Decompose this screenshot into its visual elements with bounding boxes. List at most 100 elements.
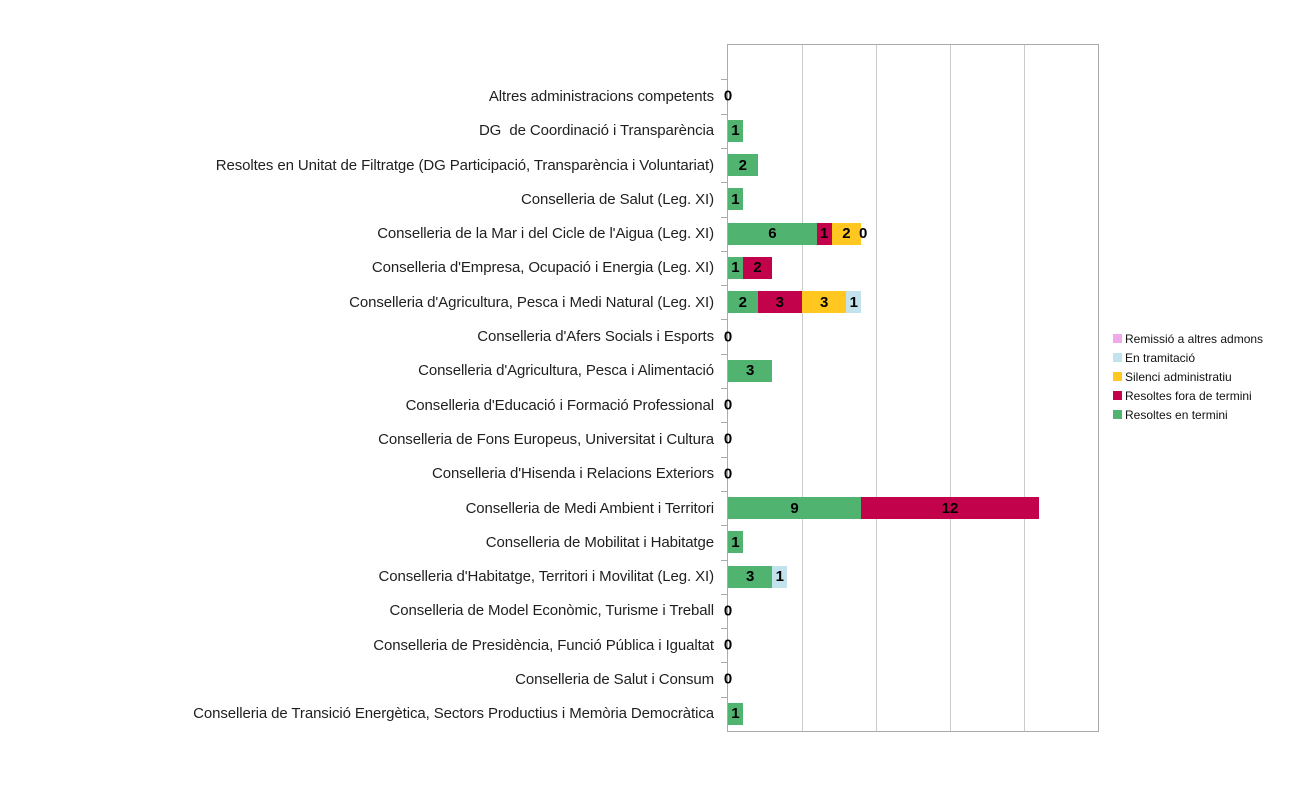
axis-tick: [721, 559, 727, 561]
axis-tick: [721, 696, 727, 698]
category-row: Conselleria d'Habitatge, Territori i Mov…: [0, 559, 721, 593]
zero-value-label: 0: [723, 670, 733, 688]
legend-swatch-icon: [1113, 353, 1122, 362]
axis-tick: [721, 353, 727, 355]
category-row: Conselleria de Salut i Consum: [0, 662, 721, 696]
bar-row: 0: [724, 662, 1098, 696]
bar-row: 0: [724, 79, 1098, 113]
gridline: [949, 45, 951, 731]
bar-segment-resoltes-en-termini: 1: [728, 531, 743, 554]
zero-value-label: 0: [723, 636, 733, 654]
legend-swatch-icon: [1113, 334, 1122, 343]
axis-tick: [721, 525, 727, 527]
bar-row: 2: [728, 148, 1098, 182]
category-row: Conselleria de Model Econòmic, Turisme i…: [0, 594, 721, 628]
axis-tick: [721, 285, 727, 287]
bar-segment-resoltes-en-termini: 3: [728, 359, 773, 382]
bar-row: 0: [724, 422, 1098, 456]
axis-tick: [721, 662, 727, 664]
category-label: Conselleria de Presidència, Funció Públi…: [373, 636, 714, 654]
value-label: 3: [746, 568, 755, 586]
bar-segment-resoltes-fora-de-termini: 3: [757, 291, 802, 314]
value-label: 1: [731, 190, 740, 208]
category-row: Conselleria d'Agricultura, Pesca i Alime…: [0, 354, 721, 388]
gridline: [875, 45, 877, 731]
bar-spacer: [728, 45, 1098, 79]
bar-row: 0: [724, 457, 1098, 491]
axis-tick: [721, 490, 727, 492]
bar-segment-resoltes-fora-de-termini: 2: [742, 256, 773, 279]
category-label: Altres administracions competents: [488, 87, 714, 105]
category-label: Conselleria d'Empresa, Ocupació i Energi…: [371, 259, 714, 277]
bar-segment-resoltes-en-termini: 2: [728, 291, 758, 314]
category-spacer: [0, 45, 721, 79]
bar-segment-resoltes-en-termini: 9: [728, 497, 862, 519]
axis-tick: [721, 593, 727, 595]
bar-segment-resoltes-en-termini: 1: [728, 256, 743, 279]
value-label: 1: [820, 225, 829, 243]
zero-value-label: 0: [859, 225, 868, 243]
category-label: Conselleria de Mobilitat i Habitatge: [485, 533, 714, 551]
category-label: Conselleria d'Agricultura, Pesca i Medi …: [349, 293, 714, 311]
zero-value-label: 0: [723, 396, 733, 414]
category-row: Conselleria d'Educació i Formació Profes…: [0, 388, 721, 422]
value-label: 1: [775, 568, 784, 586]
axis-tick: [721, 628, 727, 630]
bar-row: 1: [728, 182, 1098, 216]
value-label: 2: [738, 293, 747, 311]
category-label: Conselleria de Salut (Leg. XI): [521, 190, 714, 208]
bar-segment-resoltes-en-termini: 6: [728, 222, 817, 245]
value-label: 1: [731, 705, 740, 723]
legend-swatch-icon: [1113, 391, 1122, 400]
plot-area: 0 1 2 1 6 1 2 0 1 2 2 3 3 1 0 3 0 0 0 9 12 1 3 1 0 0 0 1: [721, 44, 1099, 732]
legend: Remissió a altres admons En tramitació Sil…: [1113, 329, 1263, 424]
axis-tick: [721, 456, 727, 458]
gridline: [801, 45, 803, 731]
legend-item: Resoltes en termini: [1113, 405, 1263, 424]
axis-tick: [721, 250, 727, 252]
bar-segment-resoltes-en-termini: 1: [728, 188, 743, 211]
legend-label: Remissió a altres admons: [1125, 331, 1264, 346]
bar-segment-resoltes-fora-de-termini: 1: [816, 222, 832, 245]
bar-segment-resoltes-en-termini: 1: [728, 119, 743, 142]
category-row: Conselleria de la Mar i del Cicle de l'A…: [0, 216, 721, 250]
axis-tick: [721, 319, 727, 321]
bar-segment-resoltes-en-termini: 3: [728, 565, 773, 588]
value-label: 2: [738, 156, 747, 174]
value-label: 2: [842, 225, 851, 243]
category-label: Conselleria de Salut i Consum: [515, 670, 714, 688]
value-label: 1: [731, 259, 740, 277]
category-label: Conselleria de Transició Energètica, Sec…: [193, 705, 714, 723]
category-row: Conselleria de Fons Europeus, Universita…: [0, 422, 721, 456]
zero-value-label: 0: [723, 465, 733, 483]
value-label: 1: [849, 293, 858, 311]
category-row: Conselleria d'Agricultura, Pesca i Medi …: [0, 285, 721, 319]
category-label: Conselleria de Model Econòmic, Turisme i…: [389, 602, 714, 620]
bar-segment-resoltes-en-termini: 2: [728, 154, 758, 177]
bar-row: 1: [728, 525, 1098, 559]
legend-item: En tramitació: [1113, 348, 1263, 367]
axis-tick: [721, 147, 727, 149]
bar-row: 9 12: [728, 491, 1098, 525]
category-row: Resoltes en Unitat de Filtratge (DG Part…: [0, 148, 721, 182]
bar-row: 2 3 3 1: [728, 285, 1098, 319]
zero-value-label: 0: [723, 430, 733, 448]
legend-label: En tramitació: [1125, 350, 1196, 365]
category-label: Conselleria d'Educació i Formació Profes…: [405, 396, 715, 414]
category-row: Conselleria de Presidència, Funció Públi…: [0, 628, 721, 662]
axis-tick: [721, 79, 727, 81]
axis-tick: [721, 113, 727, 115]
category-row: Conselleria d'Hisenda i Relacions Exteri…: [0, 457, 721, 491]
category-label: DG de Coordinació i Transparència: [478, 122, 714, 140]
bar-segment-resoltes-fora-de-termini: 12: [861, 497, 1039, 519]
legend-swatch-icon: [1113, 410, 1122, 419]
category-label: Conselleria d'Agricultura, Pesca i Alime…: [418, 362, 714, 380]
legend-label: Resoltes en termini: [1125, 407, 1228, 422]
bar-rows: 0 1 2 1 6 1 2 0 1 2 2 3 3 1 0 3 0 0 0 9 12 1 3 1 0 0 0 1: [724, 45, 1098, 731]
zero-value-label: 0: [723, 328, 733, 346]
category-row: Altres administracions competents: [0, 79, 721, 113]
